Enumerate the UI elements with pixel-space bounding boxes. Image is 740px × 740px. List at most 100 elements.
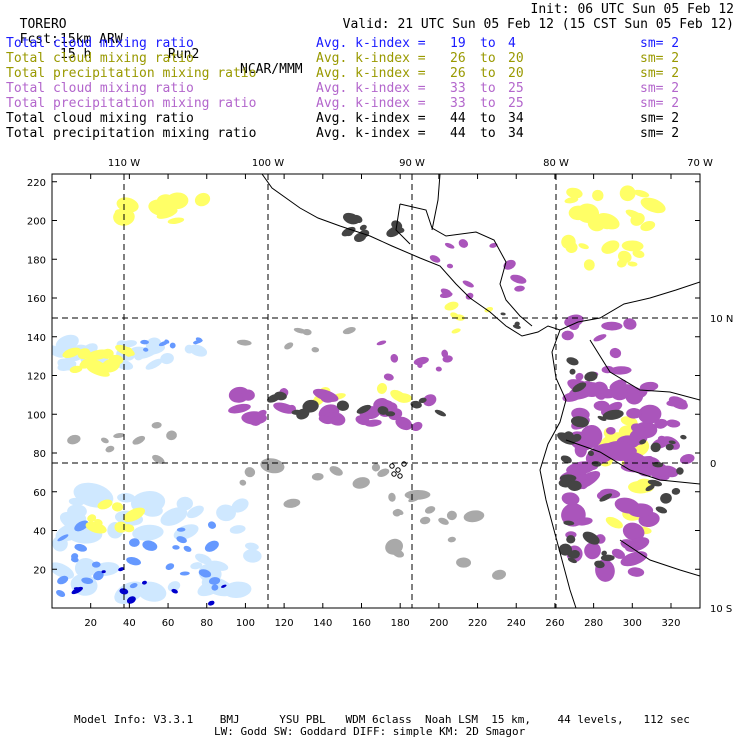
cloud-magenta [614, 497, 640, 514]
cloud-magenta [654, 418, 668, 429]
cloud-magenta [514, 285, 525, 292]
cloud-dark-grey [566, 357, 579, 366]
cloud-yellow [94, 519, 103, 527]
x-tick-label: 200 [429, 618, 448, 629]
cloud-magenta [627, 567, 645, 577]
legend-index-label: Avg. k-index = [316, 81, 426, 96]
galapagos-island [391, 471, 397, 477]
legend-sm: sm= 2 [640, 96, 680, 111]
cloud-yellow [601, 240, 620, 254]
cloud-mid-blue [129, 583, 138, 589]
cloud-yellow [87, 514, 97, 523]
cloud-dark-grey [410, 400, 422, 409]
cloud-magenta [620, 551, 648, 567]
legend-sm: sm= 2 [640, 66, 680, 81]
legend-to-word: to [480, 96, 496, 111]
legend-from-value: 26 [450, 51, 466, 66]
cloud-light-blue [244, 542, 259, 551]
cloud-yellow [616, 259, 627, 268]
cloud-yellow [390, 389, 407, 402]
cloud-mid-blue [169, 342, 176, 349]
cloud-light-blue [243, 549, 262, 563]
model-name: TORERO [19, 17, 67, 32]
coastline [565, 439, 700, 485]
cloud-magenta [609, 366, 632, 375]
cloud-magenta [273, 402, 296, 414]
cloud-yellow [122, 524, 135, 533]
cloud-magenta [439, 291, 453, 299]
legend-to-value: 20 [508, 66, 524, 81]
cloud-mid-blue [91, 561, 101, 568]
coastline [399, 203, 533, 327]
cloud-magenta [611, 548, 625, 559]
map-frame [51, 173, 701, 609]
cloud-yellow [640, 197, 666, 214]
cloud-magenta [429, 255, 441, 263]
cloud-dark-blue [119, 588, 129, 595]
cloud-yellow [111, 502, 124, 512]
cloud-yellow [156, 194, 176, 210]
cloud-mid-blue [56, 590, 66, 597]
cloud-dark-blue [221, 584, 227, 588]
mixing-ratio-fields [52, 185, 695, 606]
cloud-yellow [564, 197, 579, 204]
cloud-dark-grey [566, 535, 576, 544]
cloud-dark-grey [291, 409, 302, 415]
cloud-dark-grey [600, 554, 615, 562]
cloud-grey [456, 557, 472, 568]
cloud-grey [377, 468, 390, 477]
cloud-magenta [625, 386, 644, 405]
cloud-dark-grey [650, 442, 661, 453]
cloud-grey [463, 510, 485, 523]
cloud-dark-blue [71, 586, 83, 595]
cloud-magenta [435, 366, 442, 372]
legend-index-label: Avg. k-index = [316, 51, 426, 66]
galapagos-island [389, 463, 395, 469]
y-tick-label: 200 [27, 217, 46, 228]
cloud-grey [132, 435, 146, 445]
cloud-grey [260, 458, 285, 474]
cloud-mid-blue [207, 521, 217, 529]
cloud-yellow [627, 261, 638, 267]
cloud-grey [101, 437, 109, 444]
legend-from-value: 26 [450, 66, 466, 81]
cloud-grey [446, 510, 457, 521]
cloud-light-blue [184, 344, 195, 354]
legend-index-label: Avg. k-index = [316, 111, 426, 126]
cloud-dark-grey [597, 415, 607, 421]
cloud-light-blue [216, 504, 236, 522]
cloud-mid-blue [93, 570, 104, 581]
legend-to-value: 34 [508, 111, 524, 126]
cloud-grey [424, 506, 436, 514]
cloud-yellow [565, 241, 578, 253]
y-tick-label: 160 [27, 294, 46, 305]
legend-to-word: to [480, 126, 496, 141]
y-tick-label: 40 [33, 527, 46, 538]
cloud-yellow [566, 187, 583, 199]
cloud-grey [408, 496, 420, 503]
cloud-light-blue [117, 493, 136, 503]
cloud-grey [492, 569, 507, 580]
cloud-yellow [633, 189, 650, 198]
cloud-dark-grey [671, 487, 681, 495]
cloud-magenta [601, 321, 623, 331]
cloud-magenta [566, 461, 596, 475]
galapagos-island [401, 461, 407, 467]
valid-label: Valid: 21 UTC Sun 05 Feb 12 (15 CST Sun … [342, 17, 734, 32]
cloud-grey [105, 445, 115, 453]
legend-sm: sm= 2 [640, 81, 680, 96]
longitude-label: 100 W [252, 158, 284, 169]
cloud-yellow [86, 365, 110, 377]
cloud-dark-grey [602, 409, 624, 420]
cloud-yellow [101, 358, 120, 373]
legend-from-value: 44 [450, 126, 466, 141]
cloud-dark-grey [587, 450, 594, 457]
y-tick-label: 100 [27, 410, 46, 421]
legend-sm: sm= 2 [640, 51, 680, 66]
cloud-dark-grey [567, 557, 577, 564]
cloud-light-blue [176, 496, 193, 511]
cloud-mid-blue [193, 341, 199, 345]
cloud-mid-blue [208, 577, 221, 585]
cloud-grey [388, 492, 396, 502]
cloud-mid-blue [176, 527, 186, 532]
